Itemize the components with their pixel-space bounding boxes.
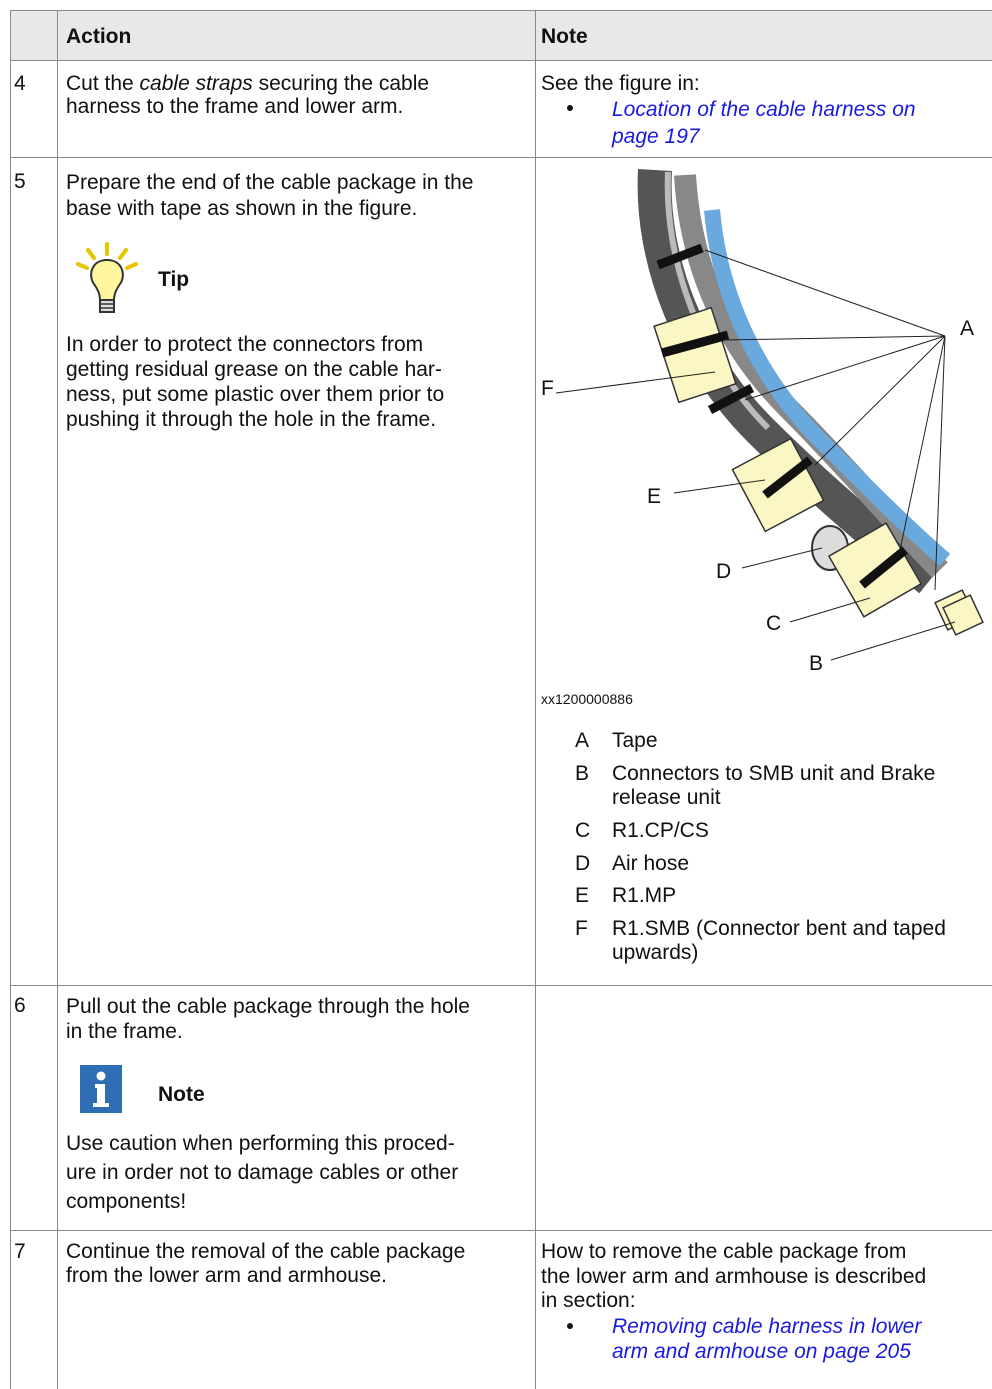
rule (10, 10, 992, 11)
text-line: Prepare the end of the cable package in … (66, 171, 474, 194)
header-action: Action (66, 25, 132, 48)
text-line: arm and armhouse on page 205 (612, 1340, 911, 1363)
text-line: R1.MP (612, 884, 677, 907)
legend-text: R1.MP (612, 884, 676, 908)
text-line: release unit (612, 786, 721, 809)
rule (57, 10, 58, 1389)
text-line: base with tape as shown in the figure. (66, 197, 418, 220)
action-text: Pull out the cable package through the h… (66, 994, 470, 1044)
legend-text: R1.CP/CS (612, 819, 709, 843)
step-number: 6 (14, 994, 26, 1017)
header-note: Note (541, 25, 588, 48)
step-number: 7 (14, 1240, 26, 1263)
figure (555, 169, 984, 661)
rule (10, 985, 992, 986)
legend-key: C (575, 819, 591, 842)
text-line: in the frame. (66, 1020, 183, 1043)
text-line: pushing it through the hole in the frame… (66, 408, 437, 431)
step-number: 5 (14, 170, 26, 193)
note-title: Note (158, 1083, 205, 1106)
text-line: components! (66, 1190, 187, 1213)
cross-reference[interactable]: Location of the cable harness on page 197 (612, 96, 916, 150)
text-line: page 197 (612, 125, 700, 148)
step-number: 4 (14, 72, 26, 95)
text-line: upwards) (612, 941, 699, 964)
legend-text: Air hose (612, 852, 689, 876)
header-background (10, 10, 992, 60)
text-line: getting residual grease on the cable har… (66, 358, 442, 381)
action-text: Continue the removal of the cable packag… (66, 1240, 465, 1288)
legend-key: A (575, 729, 590, 752)
text: harness to the frame and lower arm. (66, 95, 404, 118)
note-text: See the figure in: (541, 72, 700, 95)
callout: C (766, 612, 782, 635)
text-line: ure in order not to damage cables or oth… (66, 1161, 459, 1184)
rule (10, 157, 992, 158)
text-line: the lower arm and armhouse is described (541, 1264, 927, 1288)
rule (10, 10, 11, 1389)
text-line: Location of the cable harness on (612, 98, 916, 121)
rule (10, 1230, 992, 1231)
legend-text: R1.SMB (Connector bent and taped upwards) (612, 917, 946, 965)
text-line: R1.SMB (Connector bent and taped (612, 917, 946, 940)
text-line: Continue the removal of the cable packag… (66, 1240, 466, 1263)
text-line: Tape (612, 729, 658, 752)
tip-text: In order to protect the connectors from g… (66, 332, 444, 432)
action-text: Prepare the end of the cable package in … (66, 170, 473, 222)
callout: A (960, 317, 975, 340)
text-line: ness, put some plastic over them prior t… (66, 383, 445, 406)
text: Cut the (66, 72, 140, 95)
bullet (567, 1323, 573, 1329)
callout: F (541, 377, 554, 400)
rule (535, 10, 536, 1389)
legend-key: F (575, 917, 588, 940)
callout: E (647, 485, 662, 508)
emphasis: cable straps (139, 72, 253, 95)
text-line: R1.CP/CS (612, 819, 709, 842)
legend-text: Tape (612, 729, 658, 753)
legend-key: E (575, 884, 590, 907)
legend-key: B (575, 762, 590, 785)
action-text: Cut the cable straps securing the cable h… (66, 72, 429, 118)
text-line: Connectors to SMB unit and Brake (612, 762, 936, 785)
text-line: in section: (541, 1289, 636, 1312)
cross-reference[interactable]: Removing cable harness in lower arm and a… (612, 1314, 921, 1364)
callout: D (716, 560, 732, 583)
tip-icon (76, 242, 138, 313)
bullet (567, 105, 573, 111)
note-text: Use caution when performing this proced-… (66, 1129, 458, 1216)
tip-title: Tip (158, 268, 190, 291)
legend-text: Connectors to SMB unit and Brake release … (612, 762, 935, 810)
text-line: from the lower arm and armhouse. (66, 1264, 387, 1287)
note-text: How to remove the cable package from the … (541, 1240, 926, 1314)
text-line: Air hose (612, 852, 690, 875)
note-icon (80, 1065, 122, 1113)
figure-id: xx1200000886 (541, 691, 633, 707)
text: securing the cable (252, 72, 430, 95)
callout: B (809, 652, 824, 675)
text-line: In order to protect the connectors from (66, 333, 424, 356)
text-line: How to remove the cable package from (541, 1240, 907, 1263)
text-line: Pull out the cable package through the h… (66, 995, 470, 1018)
text-line: Removing cable harness in lower (612, 1315, 922, 1338)
text-line: Use caution when performing this proced- (66, 1132, 455, 1155)
legend-key: D (575, 852, 591, 875)
rule (10, 60, 992, 61)
